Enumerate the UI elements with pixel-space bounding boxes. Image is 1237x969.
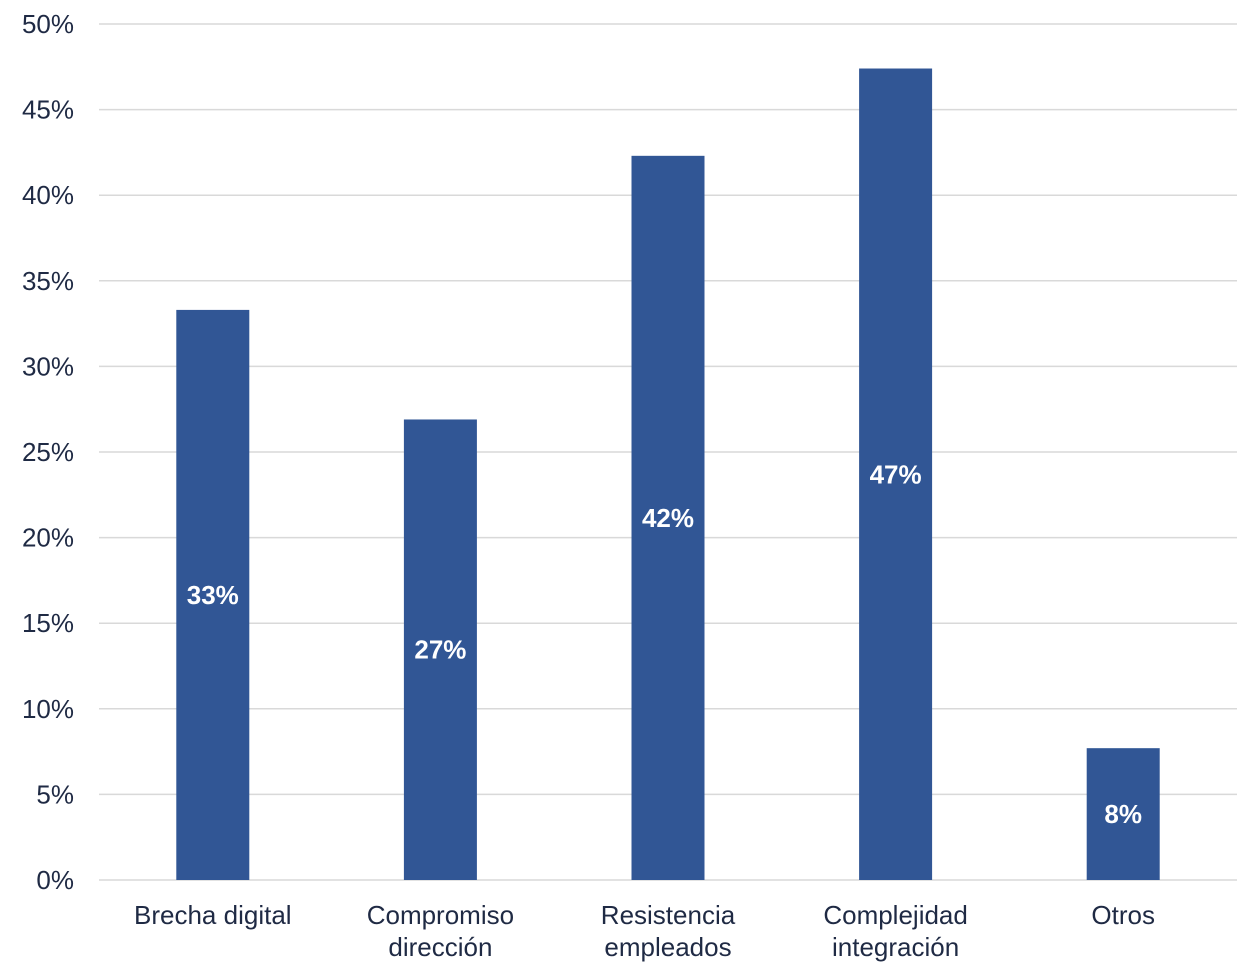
y-tick-label: 30% [22,351,74,381]
x-axis-category-labels: Brecha digital Compromiso dirección Resiste… [134,900,1155,962]
data-label: 27% [414,635,466,665]
data-label: 33% [187,580,239,610]
data-label: 47% [870,459,922,489]
x-tick-label-line: Otros [1091,900,1155,930]
y-tick-label: 20% [22,523,74,553]
y-tick-label: 35% [22,266,74,296]
data-labels: 33% 27% 42% 47% 8% [187,459,1142,829]
y-axis-tick-labels: 0% 5% 10% 15% 20% 25% 30% 35% 40% 45% 50% [22,9,74,895]
data-label: 8% [1104,799,1142,829]
bar [1086,748,1160,880]
data-label: 42% [642,503,694,533]
bar [859,68,933,880]
x-tick-label: Compromiso dirección [367,900,514,962]
x-tick-label-line: Compromiso [367,900,514,930]
bar [631,155,705,881]
bars [176,68,1160,881]
x-tick-label-line: integración [832,932,959,962]
y-tick-label: 45% [22,95,74,125]
y-tick-label: 40% [22,180,74,210]
y-tick-label: 0% [36,865,74,895]
x-tick-label-line: Brecha digital [134,900,292,930]
y-tick-label: 25% [22,437,74,467]
y-tick-label: 50% [22,9,74,39]
y-tick-label: 10% [22,694,74,724]
x-tick-label: Brecha digital [134,900,292,930]
y-tick-label: 15% [22,608,74,638]
x-tick-label: Resistencia empleados [601,900,736,962]
x-tick-label: Otros [1091,900,1155,930]
x-tick-label-line: dirección [388,932,492,962]
y-tick-label: 5% [36,779,74,809]
bar [403,419,477,880]
x-tick-label-line: empleados [604,932,731,962]
x-tick-label-line: Resistencia [601,900,736,930]
x-tick-label: Complejidad integración [823,900,968,962]
bar [176,309,250,880]
x-tick-label-line: Complejidad [823,900,968,930]
